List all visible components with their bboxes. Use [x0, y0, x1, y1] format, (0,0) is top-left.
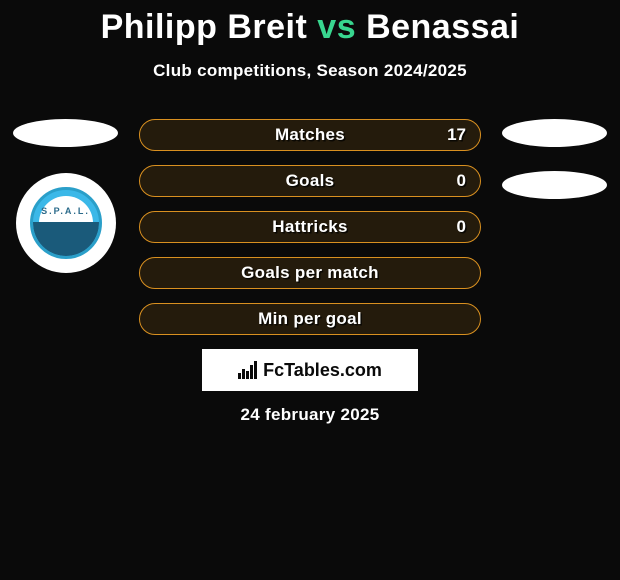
player1-name: Philipp Breit	[101, 8, 308, 46]
comparison-title: Philipp Breit vs Benassai	[0, 0, 620, 47]
stat-row-goals: Goals 0	[139, 165, 481, 197]
right-column	[497, 119, 612, 199]
player2-name: Benassai	[366, 8, 519, 46]
spal-logo: S.P.A.L.	[30, 187, 102, 259]
stat-value-right: 0	[457, 217, 466, 237]
player2-photo-placeholder	[502, 119, 607, 147]
stat-value-right: 17	[447, 125, 466, 145]
club-logo-container: S.P.A.L.	[16, 173, 116, 273]
brand-watermark: FcTables.com	[202, 349, 418, 391]
stat-label: Min per goal	[258, 309, 362, 329]
content-area: S.P.A.L. Matches 17 Goals 0 Hattricks 0 …	[0, 119, 620, 425]
player2-club-placeholder	[502, 171, 607, 199]
stat-row-min-per-goal: Min per goal	[139, 303, 481, 335]
stat-label: Hattricks	[272, 217, 347, 237]
player1-photo-placeholder	[13, 119, 118, 147]
spal-logo-base	[33, 222, 99, 256]
left-column: S.P.A.L.	[8, 119, 123, 273]
chart-icon	[238, 361, 257, 379]
stat-label: Goals per match	[241, 263, 379, 283]
date-text: 24 february 2025	[139, 405, 481, 425]
brand-text: FcTables.com	[263, 360, 382, 381]
stat-label: Matches	[275, 125, 345, 145]
vs-separator: vs	[317, 8, 356, 46]
stat-row-matches: Matches 17	[139, 119, 481, 151]
stat-row-hattricks: Hattricks 0	[139, 211, 481, 243]
stats-column: Matches 17 Goals 0 Hattricks 0 Goals per…	[139, 119, 481, 425]
stat-value-right: 0	[457, 171, 466, 191]
subtitle-text: Club competitions, Season 2024/2025	[0, 61, 620, 81]
stat-row-goals-per-match: Goals per match	[139, 257, 481, 289]
stat-label: Goals	[286, 171, 335, 191]
